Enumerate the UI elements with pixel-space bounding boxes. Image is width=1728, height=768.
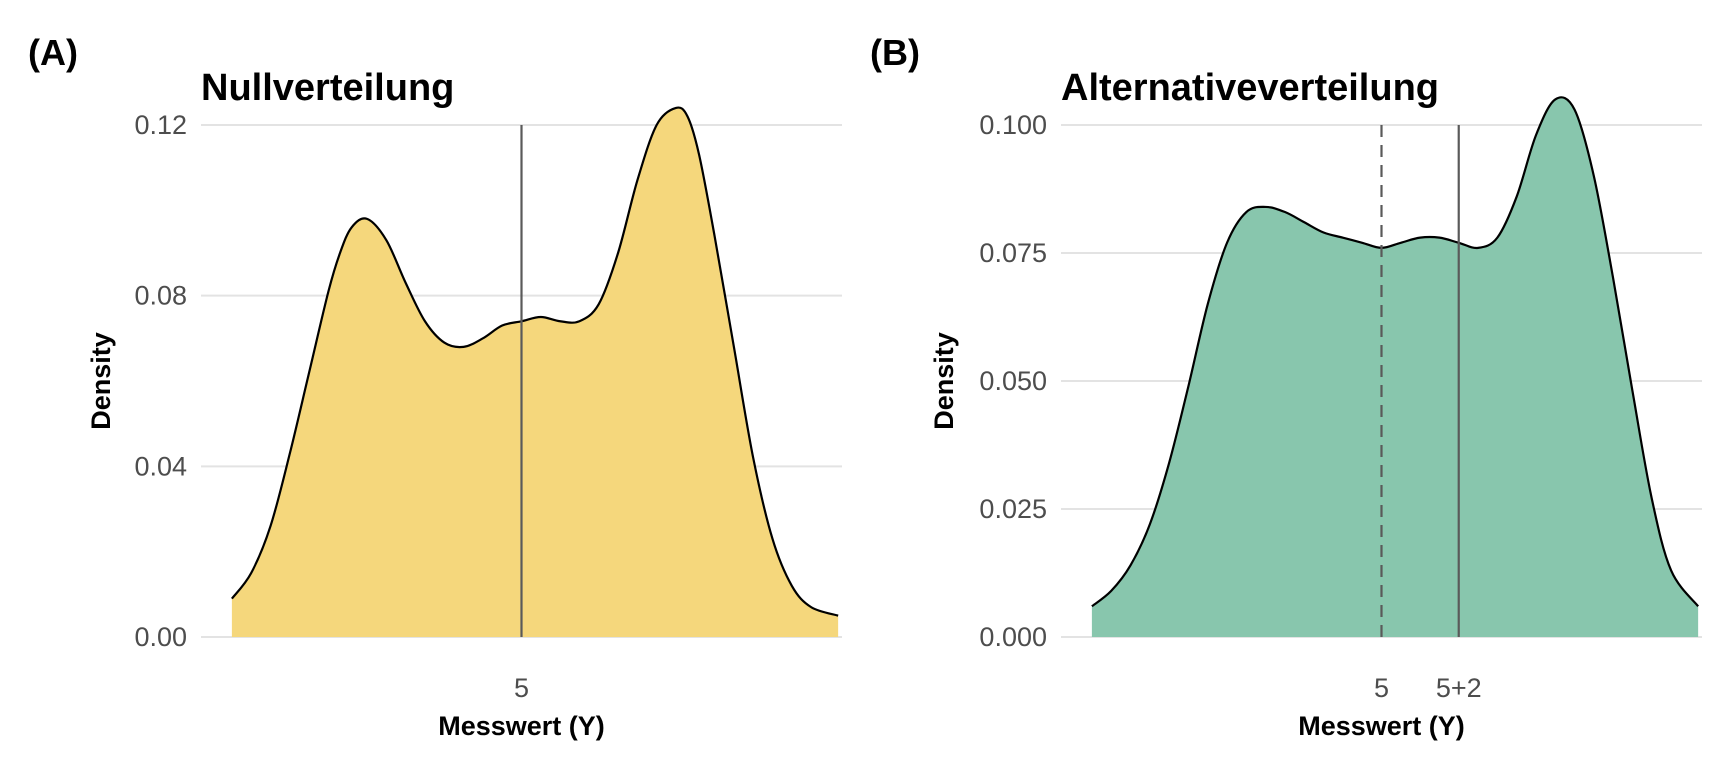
density-area — [231, 107, 839, 638]
y-tick-label: 0.000 — [979, 622, 1047, 652]
x-tick-label: 5 — [514, 673, 529, 703]
y-tick-label: 0.00 — [134, 622, 187, 652]
chart-panel-0: (A) Nullverteilung 0.00 0.04 0.08 0.12 5 Messwe… — [28, 32, 842, 741]
x-tick-label: 5 — [1374, 673, 1389, 703]
chart-title: Nullverteilung — [201, 67, 454, 109]
panel-tag: (A) — [28, 32, 78, 73]
density-line — [231, 106, 839, 617]
x-axis-label: Messwert (Y) — [1298, 711, 1465, 741]
chart-panel-1: (B) Alternativeverteilung 0.000 0.025 0.050 0… — [870, 32, 1702, 741]
y-tick-label: 0.075 — [979, 238, 1047, 268]
density-line — [1091, 96, 1700, 608]
density-area — [1091, 97, 1699, 637]
x-tick-label: 5+2 — [1436, 673, 1482, 703]
y-axis-label: Density — [929, 332, 959, 430]
y-tick-label: 0.100 — [979, 110, 1047, 140]
y-tick-label: 0.025 — [979, 494, 1047, 524]
y-axis-label: Density — [86, 332, 116, 430]
chart-title: Alternativeverteilung — [1061, 67, 1439, 109]
y-tick-label: 0.08 — [134, 281, 187, 311]
y-tick-label: 0.04 — [134, 451, 187, 481]
y-tick-label: 0.12 — [134, 110, 187, 140]
y-tick-label: 0.050 — [979, 366, 1047, 396]
panel-tag: (B) — [870, 32, 920, 73]
x-axis-label: Messwert (Y) — [438, 711, 605, 741]
